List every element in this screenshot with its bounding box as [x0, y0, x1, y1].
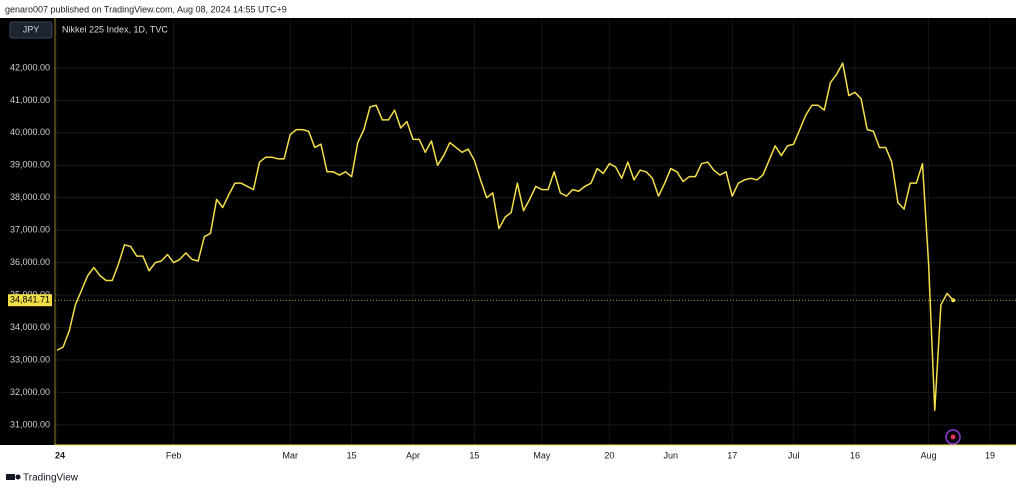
y-tick-label: 37,000.00 — [10, 225, 50, 235]
x-tick-label: 20 — [604, 450, 614, 460]
footer-brand: TradingView — [23, 473, 79, 484]
currency-badge[interactable] — [9, 21, 53, 39]
logo-mark — [6, 474, 15, 480]
grid: 31,000.0032,000.0033,000.0034,000.0035,0… — [10, 18, 1016, 460]
x-tick-label: May — [533, 450, 551, 460]
x-tick-label: Feb — [166, 450, 182, 460]
last-price-badge — [8, 294, 52, 307]
x-tick-label: 15 — [469, 450, 479, 460]
publish-header: genaro007 published on TradingView.com, … — [5, 4, 287, 14]
y-tick-label: 41,000.00 — [10, 95, 50, 105]
x-tick-label: 17 — [727, 450, 737, 460]
chart-background — [0, 18, 1016, 445]
last-price-label: 34,841.71 — [10, 295, 50, 305]
series-title: Nikkei 225 Index, 1D, TVC — [62, 24, 168, 34]
x-tick-label: Jul — [788, 450, 800, 460]
y-tick-label: 33,000.00 — [10, 354, 50, 364]
x-tick-label: 16 — [850, 450, 860, 460]
tradingview-logo — [6, 474, 21, 480]
x-tick-label: Aug — [921, 450, 937, 460]
plot: 34,841.71 — [8, 62, 1016, 412]
price-line — [56, 62, 954, 412]
x-tick-label: Mar — [283, 450, 299, 460]
x-tick-label: Jun — [664, 450, 679, 460]
y-tick-label: 36,000.00 — [10, 257, 50, 267]
y-tick-label: 32,000.00 — [10, 387, 50, 397]
y-tick-label: 42,000.00 — [10, 62, 50, 72]
last-point — [951, 298, 956, 303]
y-tick-label: 38,000.00 — [10, 192, 50, 202]
logo-mark-dot — [15, 474, 21, 480]
x-tick-label: 19 — [985, 450, 995, 460]
y-tick-label: 34,000.00 — [10, 322, 50, 332]
x-tick-label: 15 — [347, 450, 357, 460]
x-tick-label: 24 — [55, 450, 65, 460]
y-tick-label: 39,000.00 — [10, 160, 50, 170]
y-tick-label: 31,000.00 — [10, 419, 50, 429]
currency-label: JPY — [23, 24, 40, 34]
x-tick-label: Apr — [406, 450, 420, 460]
alert-icon-dot — [950, 434, 956, 440]
y-tick-label: 40,000.00 — [10, 127, 50, 137]
alert-icon[interactable] — [945, 429, 961, 445]
